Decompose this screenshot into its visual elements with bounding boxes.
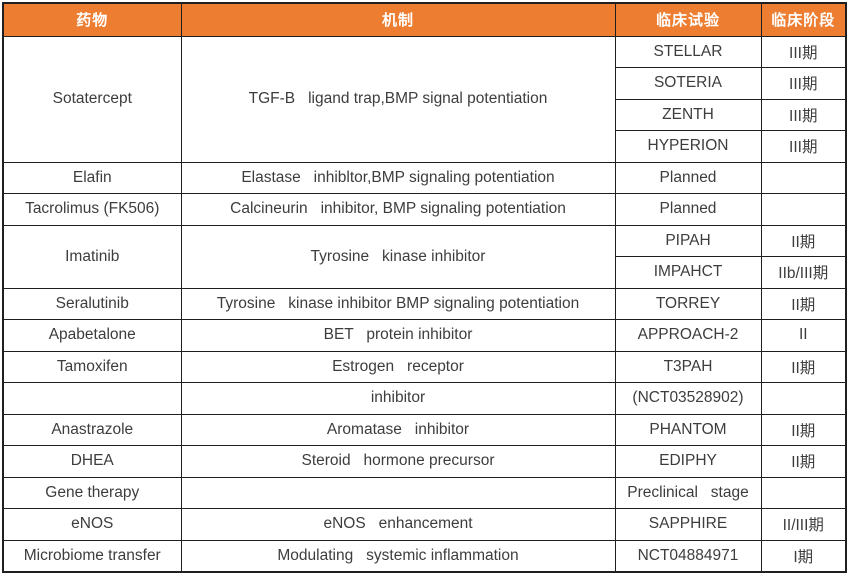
drug-cell: Anastrazole <box>2 413 182 446</box>
trial-cell: PHANTOM <box>614 413 762 446</box>
drug-cell: Seralutinib <box>2 287 182 320</box>
phase-cell: II期 <box>760 287 847 320</box>
mechanism-cell: Modulating systemic inflammation <box>180 539 616 572</box>
drug-cell: Imatinib <box>2 224 182 289</box>
drug-cell: Tamoxifen <box>2 350 182 383</box>
trial-cell: NCT04884971 <box>614 539 762 572</box>
drug-cell: DHEA <box>2 445 182 478</box>
trial-cell: SAPPHIRE <box>614 508 762 541</box>
phase-cell: II <box>760 319 847 352</box>
col-header-clinical-trial: 临床试验 <box>614 2 762 37</box>
table-row: Apabetalone BET protein inhibitor APPROACH… <box>2 319 847 352</box>
trial-cell: APPROACH-2 <box>614 319 762 352</box>
phase-cell: III期 <box>760 35 847 68</box>
drug-cell: Apabetalone <box>2 319 182 352</box>
trial-cell: (NCT03528902) <box>614 382 762 415</box>
phase-cell: II期 <box>760 350 847 383</box>
phase-cell: II/III期 <box>760 508 847 541</box>
mechanism-cell: inhibitor <box>180 382 616 415</box>
phase-cell: I期 <box>760 539 847 572</box>
table-row: HYPERION III期 <box>3 130 847 163</box>
col-header-drug: 药物 <box>2 2 182 37</box>
table-row: Sotatercept TGF-B ligand trap,BMP signal … <box>2 35 847 163</box>
table-row: Anastrazole Aromatase inhibitor PHANTOM II期 <box>2 413 847 446</box>
table-row: Tacrolimus (FK506) Calcineurin inhibitor,… <box>2 193 847 226</box>
trial-cell: IMPAHCT <box>614 256 762 289</box>
phase-cell <box>760 476 847 509</box>
drug-cell: eNOS <box>2 508 182 541</box>
table-row: SOTERIA III期 <box>3 67 847 100</box>
phase-cell <box>760 161 847 194</box>
trial-cell: EDIPHY <box>614 445 762 478</box>
phase-cell: II期 <box>760 413 847 446</box>
col-header-mechanism: 机制 <box>180 2 616 37</box>
trial-cell: Planned <box>614 161 762 194</box>
mechanism-cell: BET protein inhibitor <box>180 319 616 352</box>
phase-cell: III期 <box>760 130 847 163</box>
drug-cell: Microbiome transfer <box>2 539 182 572</box>
trial-cell: Preclinical stage <box>614 476 762 509</box>
mechanism-cell: Estrogen receptor <box>180 350 616 383</box>
table-header: 药物 机制 临床试验 临床阶段 <box>2 2 847 37</box>
mechanism-cell: TGF-B ligand trap,BMP signal potentiatio… <box>180 35 616 163</box>
table-row: IMPAHCT IIb/III期 <box>3 256 847 289</box>
trial-cell: STELLAR <box>614 35 762 68</box>
table-row: Microbiome transfer Modulating systemic i… <box>2 539 847 572</box>
table-row: Seralutinib Tyrosine kinase inhibitor BMP… <box>2 287 847 320</box>
drug-cell: Tacrolimus (FK506) <box>2 193 182 226</box>
trial-cell: HYPERION <box>614 130 762 163</box>
col-header-clinical-phase: 临床阶段 <box>760 2 847 37</box>
table-row: inhibitor (NCT03528902) <box>2 382 847 415</box>
phase-cell: III期 <box>760 67 847 100</box>
mechanism-cell: eNOS enhancement <box>180 508 616 541</box>
table-row: Tamoxifen Estrogen receptor T3PAH II期 <box>2 350 847 383</box>
phase-cell: III期 <box>760 98 847 131</box>
phase-cell <box>760 382 847 415</box>
header-row: 药物 机制 临床试验 临床阶段 <box>2 2 847 37</box>
table-row: Elafin Elastase inhibltor,BMP signaling p… <box>2 161 847 194</box>
mechanism-cell: Calcineurin inhibitor, BMP signaling pot… <box>180 193 616 226</box>
trial-cell: TORREY <box>614 287 762 320</box>
phase-cell: II期 <box>760 445 847 478</box>
drug-cell: Elafin <box>2 161 182 194</box>
table-row: DHEA Steroid hormone precursor EDIPHY II期 <box>2 445 847 478</box>
table-row: Imatinib Tyrosine kinase inhibitor PIPAH II… <box>2 224 847 289</box>
table-row: eNOS eNOS enhancement SAPPHIRE II/III期 <box>2 508 847 541</box>
mechanism-cell: Tyrosine kinase inhibitor <box>180 224 616 289</box>
phase-cell: IIb/III期 <box>760 256 847 289</box>
mechanism-cell: Steroid hormone precursor <box>180 445 616 478</box>
table-row: Gene therapy Preclinical stage <box>2 476 847 509</box>
mechanism-cell: Tyrosine kinase inhibitor BMP signaling … <box>180 287 616 320</box>
drug-cell: Sotatercept <box>2 35 182 163</box>
trial-cell: Planned <box>614 193 762 226</box>
trial-cell: T3PAH <box>614 350 762 383</box>
drug-cell <box>2 382 182 415</box>
phase-cell: II期 <box>760 224 847 257</box>
mechanism-cell <box>180 476 616 509</box>
trial-cell: PIPAH <box>614 224 762 257</box>
table-row: ZENTH III期 <box>3 98 847 131</box>
drug-cell: Gene therapy <box>2 476 182 509</box>
trial-cell: ZENTH <box>614 98 762 131</box>
mechanism-cell: Elastase inhibltor,BMP signaling potenti… <box>180 161 616 194</box>
mechanism-cell: Aromatase inhibitor <box>180 413 616 446</box>
trial-cell: SOTERIA <box>614 67 762 100</box>
phase-cell <box>760 193 847 226</box>
table-body: Sotatercept TGF-B ligand trap,BMP signal … <box>2 35 847 572</box>
